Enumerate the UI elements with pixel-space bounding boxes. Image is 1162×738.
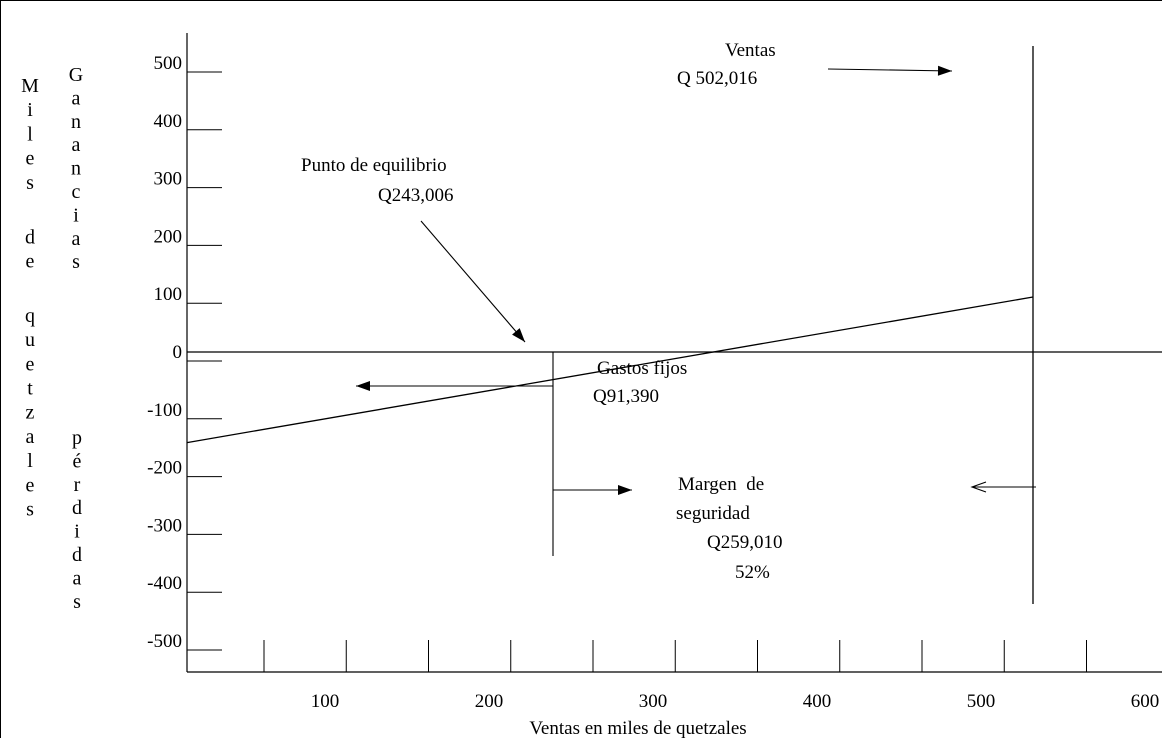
y-tick-label: -400 [147,573,182,594]
y-upper-label-letter: a [72,228,81,250]
y-outer-label-letter: u [25,329,35,351]
y-outer-label-letter: t [27,378,33,400]
gastos-value: Q91,390 [593,386,659,407]
gastos-title: Gastos fijos [597,358,687,379]
equilibrio-arrow-head [512,328,525,342]
x-tick-label: 600 [1131,691,1160,712]
equilibrio-value: Q243,006 [378,185,453,206]
y-lower-label-letter: r [74,474,81,496]
y-lower-label-letter: p [72,427,82,449]
y-upper-label-letter: i [73,204,79,226]
x-tick-label: 500 [967,691,996,712]
y-upper-label-letter: n [71,111,81,133]
ventas-arrow-head [937,65,952,76]
y-tick-label: 500 [154,53,183,74]
y-outer-label-letter: d [25,226,35,248]
ventas-value: Q 502,016 [677,68,757,89]
y-lower-label-letter: d [72,497,82,519]
y-outer-label-letter: i [27,99,33,121]
y-upper-label-letter: a [72,134,81,156]
y-tick-label: -500 [147,631,182,652]
y-outer-label-letter: q [25,305,35,327]
y-tick-label: -100 [147,400,182,421]
profit-line [186,296,1034,444]
y-upper-label-letter: n [71,158,81,180]
y-outer-label-letter: M [21,75,39,97]
ventas-title: Ventas [725,40,776,61]
y-tick-label: 0 [173,342,183,363]
equilibrio-arrow [420,220,526,343]
y-outer-label-letter: e [26,474,35,496]
y-outer-label-letter: l [27,450,33,472]
y-tick-label: 200 [154,226,183,247]
y-lower-label-letter: i [74,521,80,543]
y-tick-label: 400 [154,111,183,132]
y-lower-label-letter: s [73,591,81,613]
y-lower-label-letter: d [72,544,82,566]
y-outer-label-letter: s [26,172,34,194]
margen-right-arrow-head [618,485,632,495]
x-tick-label: 400 [803,691,832,712]
y-tick-label: -300 [147,515,182,536]
y-upper-label-letter: c [72,181,81,203]
y-upper-label-letter: G [69,64,83,86]
y-upper-label-letter: a [72,87,81,109]
x-tick-label: 300 [639,691,668,712]
margen-title-2: seguridad [676,503,750,524]
x-tick-label: 200 [475,691,504,712]
y-upper-label-letter: s [72,251,80,273]
y-outer-label-letter: a [26,426,35,448]
y-outer-label-letter: l [27,123,33,145]
y-lower-label-letter: a [73,567,82,589]
ventas-arrow [827,68,953,72]
y-tick-label: 100 [154,284,183,305]
gastos-arrow-head [356,381,370,391]
y-outer-label-letter: e [26,250,35,272]
y-outer-label-letter: e [26,353,35,375]
y-outer-label-letter: s [26,499,34,521]
margen-pct: 52% [735,562,770,583]
y-outer-label-letter: z [26,402,35,424]
y-lower-label-letter: é [73,450,82,472]
margen-value: Q259,010 [707,532,782,553]
y-tick-label: 300 [154,169,183,190]
x-axis-title: Ventas en miles de quetzales [529,718,746,738]
y-tick-label: -200 [147,458,182,479]
x-tick-label: 100 [311,691,340,712]
y-outer-label-letter: e [26,148,35,170]
margen-left-arrow-head [970,481,987,493]
margen-title-1: Margen de [678,474,764,495]
equilibrio-title: Punto de equilibrio [301,155,447,176]
